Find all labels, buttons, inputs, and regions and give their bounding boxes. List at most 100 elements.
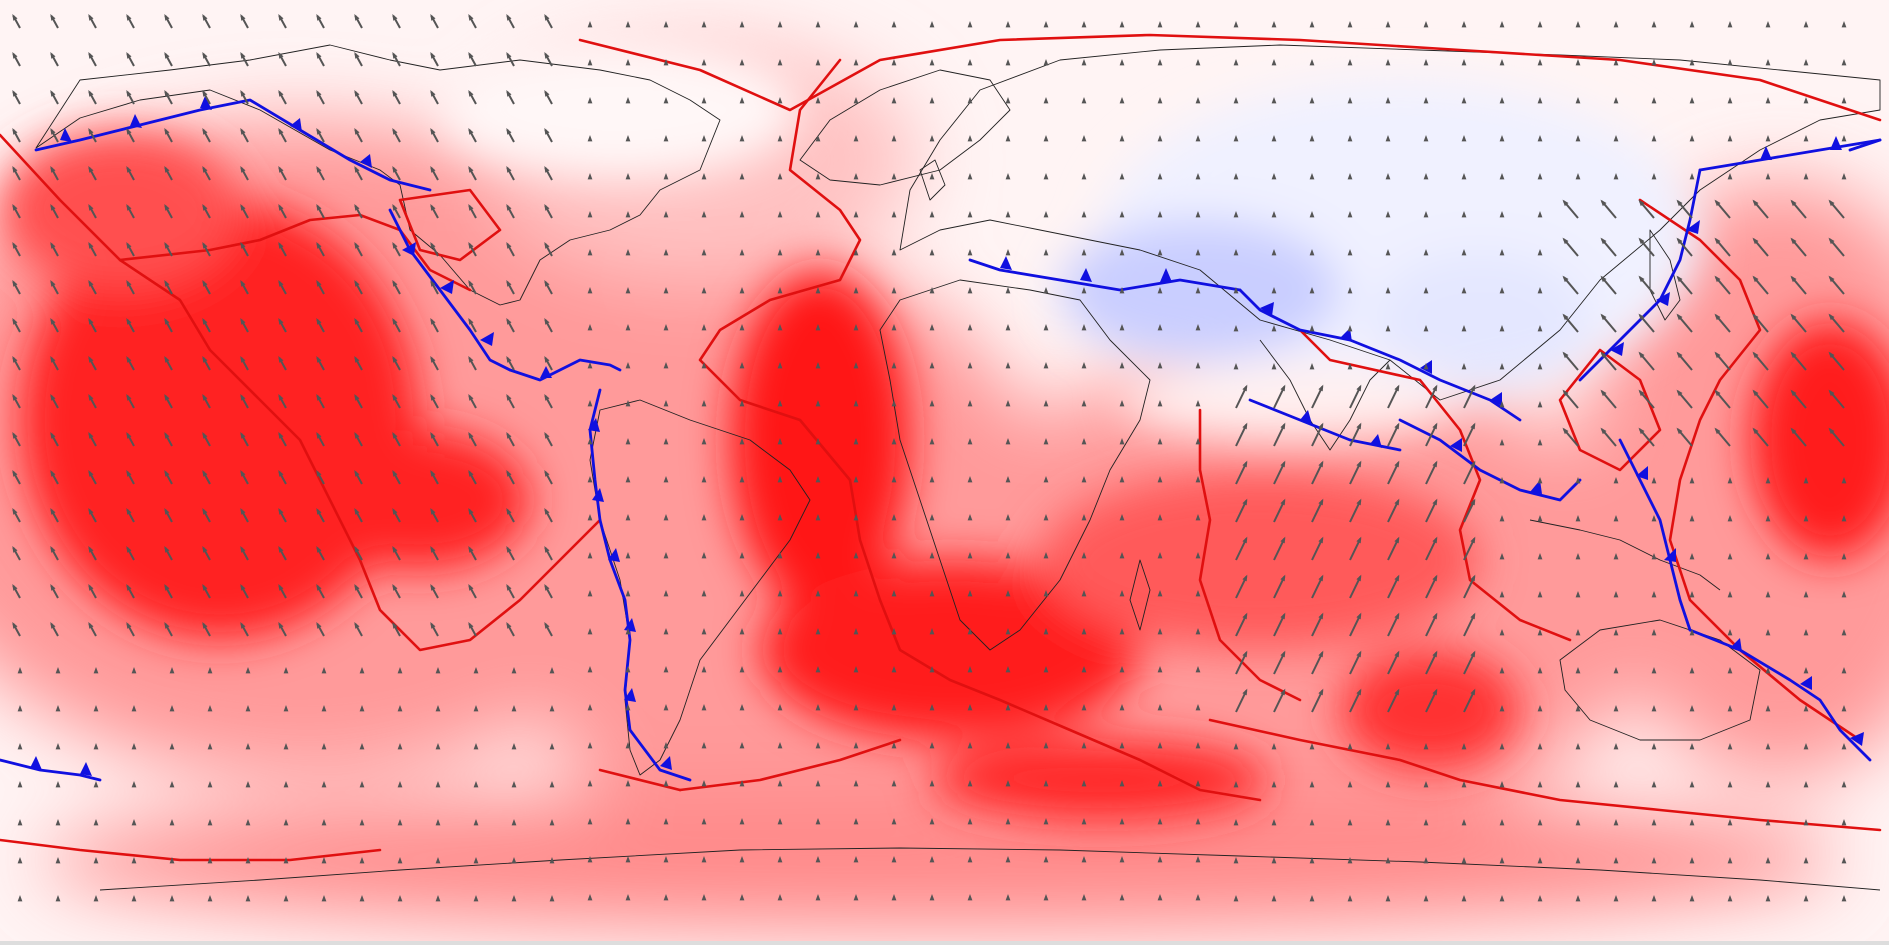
arrow-icon (17, 705, 23, 712)
arrow-icon (891, 894, 897, 901)
arrow-icon (93, 705, 99, 712)
arrow-icon (549, 667, 555, 674)
arrow-icon (278, 280, 287, 295)
arrow-icon (1005, 894, 1011, 901)
arrow-icon (1349, 384, 1362, 409)
arrow-icon (1311, 688, 1324, 713)
arrow-icon (663, 249, 669, 256)
arrow-icon (1273, 688, 1286, 713)
arrow-icon (1157, 514, 1163, 521)
arrow-icon (1613, 21, 1619, 28)
blue-triangle-icon (130, 114, 142, 128)
arrow-icon (1425, 460, 1438, 485)
arrow-icon (1043, 173, 1049, 180)
arrow-icon (1195, 514, 1201, 521)
arrow-icon (777, 287, 783, 294)
arrow-icon (50, 394, 59, 409)
arrow-icon (126, 128, 135, 143)
arrow-icon (245, 667, 251, 674)
arrow-icon (164, 318, 173, 333)
arrow-icon (777, 818, 783, 825)
arrow-icon (1727, 21, 1733, 28)
arrow-icon (1752, 351, 1769, 371)
arrow-icon (1385, 781, 1391, 788)
arrow-icon (392, 242, 401, 257)
arrow-icon (1233, 857, 1239, 864)
arrow-icon (1195, 211, 1201, 218)
arrow-icon (853, 287, 859, 294)
arrow-icon (815, 400, 821, 407)
arrow-icon (93, 857, 99, 864)
arrow-icon (202, 52, 211, 67)
arrow-icon (1195, 97, 1201, 104)
arrow-icon (1119, 324, 1125, 331)
arrow-icon (967, 514, 973, 521)
arrow-icon (88, 242, 97, 257)
arrow-icon (1499, 477, 1505, 484)
arrow-icon (1841, 781, 1847, 788)
arrow-icon (739, 818, 745, 825)
arrow-icon (240, 90, 249, 105)
arrow-icon (511, 895, 517, 902)
arrow-icon (278, 318, 287, 333)
arrow-icon (1423, 781, 1429, 788)
arrow-icon (1841, 743, 1847, 750)
arrow-icon (929, 780, 935, 787)
arrow-icon (1499, 249, 1505, 256)
arrow-icon (506, 432, 515, 447)
arrow-icon (587, 211, 593, 218)
arrow-icon (544, 394, 553, 409)
arrow-icon (1309, 895, 1315, 902)
arrow-icon (131, 857, 137, 864)
arrow-icon (1714, 199, 1731, 219)
arrow-icon (815, 780, 821, 787)
arrow-icon (929, 211, 935, 218)
arrow-icon (777, 552, 783, 559)
arrow-icon (544, 432, 553, 447)
arrow-icon (88, 14, 97, 29)
arrow-icon (1195, 818, 1201, 825)
arrow-icon (1752, 237, 1769, 257)
arrow-icon (1349, 536, 1362, 561)
arrow-icon (359, 895, 365, 902)
arrow-icon (587, 287, 593, 294)
arrow-icon (1463, 612, 1476, 637)
arrow-icon (17, 743, 23, 750)
arrow-icon (1157, 818, 1163, 825)
arrow-icon (1043, 362, 1049, 369)
arrow-icon (17, 819, 23, 826)
arrow-icon (701, 818, 707, 825)
arrow-icon (1157, 59, 1163, 66)
arrow-icon (701, 438, 707, 445)
arrow-icon (1043, 135, 1049, 142)
blue-triangle-icon (1850, 732, 1864, 746)
arrow-icon (1499, 591, 1505, 598)
arrow-icon (1499, 363, 1505, 370)
arrow-icon (967, 249, 973, 256)
arrow-icon (1271, 781, 1277, 788)
arrow-icon (392, 470, 401, 485)
arrow-icon (891, 324, 897, 331)
arrow-icon (1689, 135, 1695, 142)
arrow-icon (1081, 97, 1087, 104)
arrow-icon (1425, 612, 1438, 637)
arrow-icon (1081, 249, 1087, 256)
arrow-icon (663, 894, 669, 901)
blue-triangle-icon (1800, 676, 1812, 690)
arrow-icon (278, 128, 287, 143)
arrow-icon (1043, 476, 1049, 483)
arrow-icon (88, 584, 97, 599)
arrow-icon (549, 781, 555, 788)
arrow-icon (1676, 389, 1693, 409)
arrow-icon (1575, 895, 1581, 902)
arrow-icon (587, 135, 593, 142)
arrow-icon (1385, 895, 1391, 902)
arrow-icon (1499, 59, 1505, 66)
arrow-icon (1195, 780, 1201, 787)
arrow-icon (1235, 688, 1248, 713)
arrow-icon (1385, 97, 1391, 104)
arrow-icon (1461, 857, 1467, 864)
arrow-icon (126, 90, 135, 105)
arrow-icon (1841, 857, 1847, 864)
arrow-icon (1689, 21, 1695, 28)
